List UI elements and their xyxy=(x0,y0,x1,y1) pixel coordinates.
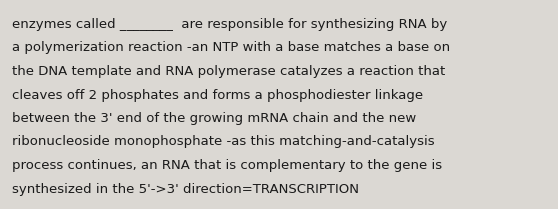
Text: between the 3' end of the growing mRNA chain and the new: between the 3' end of the growing mRNA c… xyxy=(12,112,416,125)
Text: cleaves off 2 phosphates and forms a phosphodiester linkage: cleaves off 2 phosphates and forms a pho… xyxy=(12,88,423,102)
Text: the DNA template and RNA polymerase catalyzes a reaction that: the DNA template and RNA polymerase cata… xyxy=(12,65,445,78)
Text: ribonucleoside monophosphate -as this matching-and-catalysis: ribonucleoside monophosphate -as this ma… xyxy=(12,135,435,149)
Text: synthesized in the 5'->3' direction=TRANSCRIPTION: synthesized in the 5'->3' direction=TRAN… xyxy=(12,182,359,195)
Text: process continues, an RNA that is complementary to the gene is: process continues, an RNA that is comple… xyxy=(12,159,442,172)
Text: a polymerization reaction -an NTP with a base matches a base on: a polymerization reaction -an NTP with a… xyxy=(12,42,450,55)
Text: enzymes called ________  are responsible for synthesizing RNA by: enzymes called ________ are responsible … xyxy=(12,18,448,31)
